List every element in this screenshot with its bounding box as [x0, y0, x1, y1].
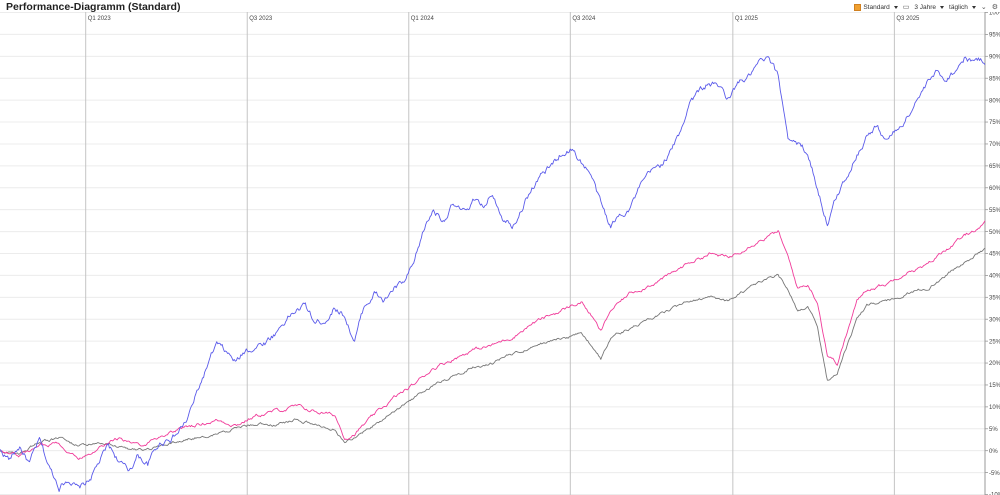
preset-dropdown[interactable]: Standard [854, 3, 898, 11]
range-dropdown[interactable]: 3 Jahre [914, 3, 945, 11]
x-tick-label: Q1 2025 [735, 16, 759, 22]
y-tick-label: 65% [989, 164, 1000, 170]
y-tick-label: 45% [989, 252, 1000, 258]
x-tick-label: Q1 2023 [88, 16, 112, 22]
x-tick-label: Q3 2023 [249, 16, 273, 22]
series-line-blue [0, 56, 986, 492]
chevron-down-icon [893, 5, 898, 9]
y-tick-label: 30% [989, 317, 1000, 323]
series-line-gray [0, 247, 986, 455]
y-tick-label: 60% [989, 186, 1000, 192]
y-tick-label: -5% [989, 471, 1000, 477]
x-tick-label: Q3 2025 [896, 16, 920, 22]
y-tick-label: 100% [989, 12, 1000, 17]
pin-icon[interactable]: ⌄ [980, 4, 987, 11]
x-tick-label: Q1 2024 [411, 16, 435, 22]
chart-preset-icon [854, 3, 862, 11]
y-tick-label: 55% [989, 208, 1000, 214]
y-tick-label: 50% [989, 230, 1000, 236]
interval-dropdown[interactable]: täglich [949, 4, 976, 11]
y-tick-label: 85% [989, 76, 1000, 82]
y-tick-label: 75% [989, 120, 1000, 126]
y-tick-label: 20% [989, 361, 1000, 367]
y-tick-label: 25% [989, 339, 1000, 345]
x-tick-label: Q3 2024 [572, 16, 596, 22]
chart-area[interactable]: 100% 95% 90% 85% 80% 75% 70% 65% 60% 55% 50% 45% 40%… [0, 11, 1000, 495]
y-tick-label: 10% [989, 405, 1000, 411]
performance-chart[interactable]: 100% 95% 90% 85% 80% 75% 70% 65% 60% 55% 50% 45% 40%… [0, 11, 1000, 495]
page-title: Performance-Diagramm (Standard) [6, 1, 181, 13]
y-tick-label: 35% [989, 296, 1000, 302]
y-tick-label: 80% [989, 98, 1000, 104]
y-tick-label: 0% [989, 449, 998, 455]
y-tick-label: 5% [989, 427, 998, 433]
series-line-pink [0, 220, 986, 460]
gear-icon[interactable]: ⚙ [991, 4, 998, 11]
y-tick-label: 70% [989, 142, 1000, 148]
interval-label: täglich [949, 3, 968, 11]
y-tick-label: 90% [989, 55, 1000, 61]
chevron-down-icon [940, 5, 945, 9]
y-tick-label: 15% [989, 383, 1000, 389]
y-tick-label: 95% [989, 33, 1000, 39]
calendar-icon[interactable]: ▭ [902, 4, 910, 11]
y-tick-label: -10% [989, 493, 1000, 495]
range-label: 3 Jahre [914, 3, 937, 11]
y-tick-label: 40% [989, 274, 1000, 280]
chevron-down-icon [971, 5, 976, 9]
preset-label: Standard [863, 3, 890, 11]
chart-toolbar: Standard ▭ 3 Jahre täglich ⌄ ⚙ [854, 1, 998, 13]
